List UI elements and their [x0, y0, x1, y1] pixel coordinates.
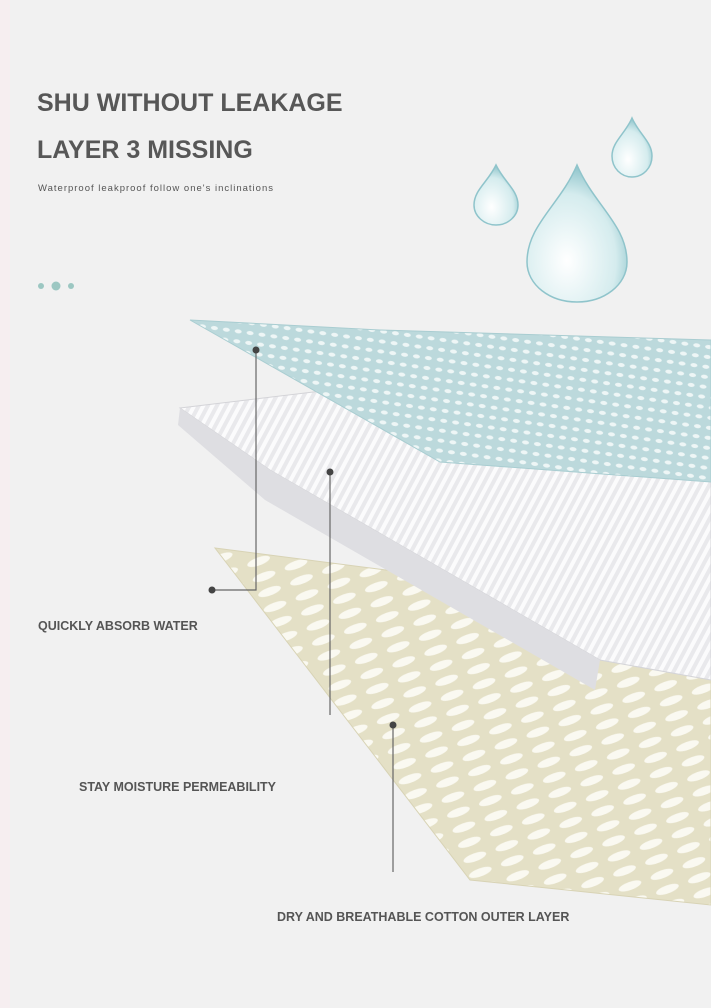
- leader-dots: [208, 346, 397, 729]
- edge: [0, 0, 10, 1008]
- label-outer-layer: DRY AND BREATHABLE COTTON OUTER LAYER: [277, 910, 569, 924]
- top-layer: [189, 319, 711, 483]
- title-line-1: SHU WITHOUT LEAKAGE: [37, 89, 343, 117]
- subtitle: Waterproof leakproof follow one's inclin…: [38, 183, 274, 194]
- dots: [38, 281, 74, 291]
- label-absorb: QUICKLY ABSORB WATER: [38, 619, 198, 633]
- middle-edge: [178, 408, 600, 690]
- label-permeability: STAY MOISTURE PERMEABILITY: [79, 780, 277, 794]
- drops: [473, 116, 653, 303]
- leader-lines: [212, 350, 394, 872]
- title-line-2: LAYER 3 MISSING: [37, 136, 253, 164]
